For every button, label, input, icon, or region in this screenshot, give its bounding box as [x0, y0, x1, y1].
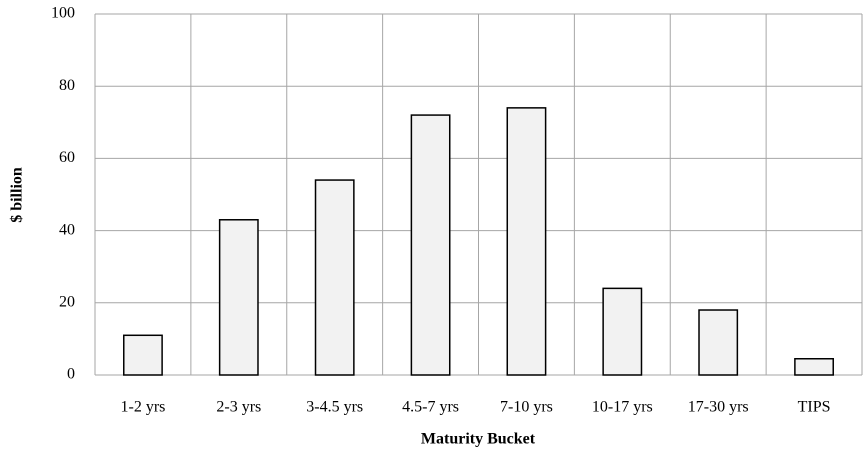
x-tick-label: TIPS: [798, 399, 831, 416]
y-tick-label: 40: [59, 221, 75, 238]
x-axis-title: Maturity Bucket: [421, 431, 536, 448]
bar: [602, 287, 643, 376]
x-tick-label: 17-30 yrs: [688, 399, 749, 416]
x-tick-label: 10-17 yrs: [592, 399, 653, 416]
x-tick-label: 7-10 yrs: [500, 399, 553, 416]
y-tick-label: 80: [59, 77, 75, 94]
y-tick-label: 0: [67, 366, 75, 383]
x-tick-label: 3-4.5 yrs: [306, 399, 363, 416]
y-axis-title: $ billion: [9, 167, 26, 223]
x-tick-label: 2-3 yrs: [216, 399, 261, 416]
bar: [794, 358, 834, 376]
bar: [218, 219, 259, 376]
bar: [698, 309, 739, 376]
y-tick-label: 100: [51, 5, 75, 22]
y-tick-label: 60: [59, 149, 75, 166]
bar: [506, 107, 547, 376]
x-tick-label: 4.5-7 yrs: [402, 399, 459, 416]
x-tick-label: 1-2 yrs: [120, 399, 165, 416]
bar: [410, 114, 451, 376]
bar: [123, 334, 163, 376]
bar: [314, 179, 355, 376]
y-tick-label: 20: [59, 293, 75, 310]
